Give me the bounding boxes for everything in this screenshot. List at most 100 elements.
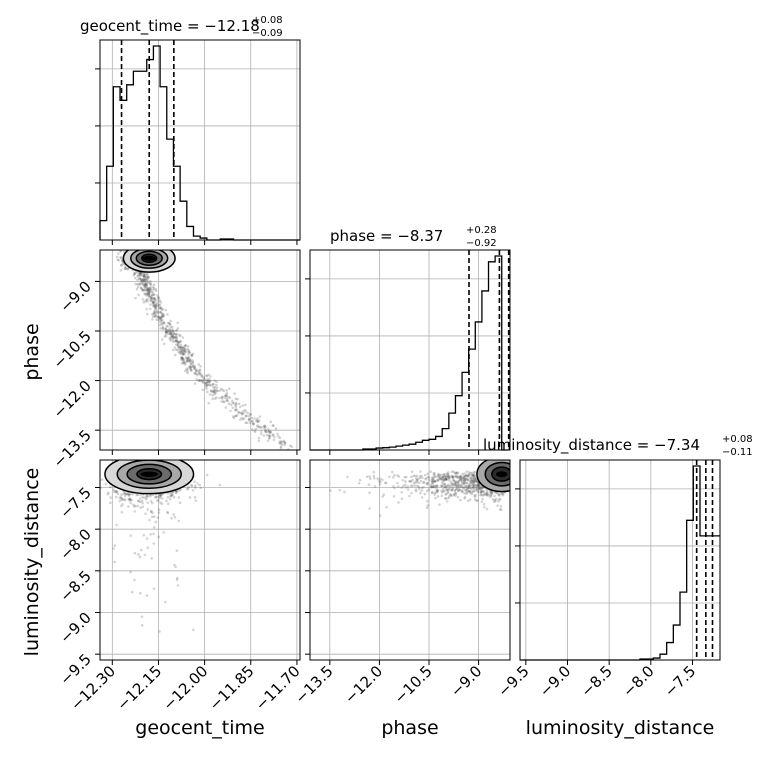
scatter-point <box>171 329 174 332</box>
scatter-point <box>234 405 238 409</box>
scatter-point <box>409 480 413 483</box>
scatter-point <box>129 498 133 502</box>
scatter-point <box>196 482 199 485</box>
scatter-point <box>436 488 440 492</box>
scatter-point <box>118 496 122 500</box>
scatter-point <box>279 442 282 445</box>
scatter-point <box>393 473 396 477</box>
scatter-point <box>178 347 182 351</box>
scatter-point <box>418 475 422 478</box>
scatter-point <box>176 341 180 344</box>
scatter-point <box>136 285 140 289</box>
scatter-point <box>461 477 464 481</box>
scatter-point <box>206 380 209 383</box>
panel-luminosity_distance-vs-geocent_time: −12.30−12.15−12.00−11.85−11.70−9.5−9.0−8… <box>56 459 304 714</box>
scatter-point <box>474 489 477 493</box>
scatter-point <box>100 478 104 481</box>
panel-luminosity_distance-vs-phase: −13.5 −12.0 −10.5 −9.0 <box>291 459 511 707</box>
scatter-point <box>390 470 394 474</box>
scatter-point <box>119 250 123 253</box>
scatter-point <box>448 484 451 488</box>
scatter-point <box>144 282 148 286</box>
scatter-point <box>149 279 152 283</box>
scatter-point <box>392 494 396 498</box>
scatter-point <box>454 492 458 495</box>
scatter-point <box>143 282 147 286</box>
scatter-point <box>197 379 201 383</box>
scatter-point <box>426 499 429 503</box>
scatter-point <box>138 283 142 286</box>
scatter-point <box>253 417 256 420</box>
scatter-point <box>127 492 131 496</box>
scatter-point <box>194 369 198 373</box>
scatter-point <box>145 283 149 286</box>
scatter-point <box>154 289 158 293</box>
scatter-point <box>148 307 152 311</box>
scatter-point <box>144 288 147 292</box>
scatter-point <box>433 479 437 483</box>
scatter-point <box>455 471 458 475</box>
scatter-point <box>200 378 204 382</box>
scatter-point <box>164 327 167 330</box>
scatter-point <box>452 493 456 497</box>
scatter-point <box>467 472 471 476</box>
scatter-point <box>168 322 172 326</box>
title-geocent_time-plus: +0.08 <box>252 15 283 26</box>
scatter-point <box>187 350 191 354</box>
scatter-point <box>152 311 156 315</box>
scatter-point <box>191 361 195 364</box>
scatter-point <box>408 494 411 498</box>
scatter-point <box>464 485 468 489</box>
scatter-point <box>162 342 166 346</box>
scatter-point <box>145 537 149 540</box>
scatter-point <box>501 492 505 496</box>
scatter-point <box>137 273 141 276</box>
scatter-point <box>438 503 441 506</box>
scatter-point <box>185 367 188 371</box>
scatter-point <box>462 480 466 484</box>
scatter-point <box>436 474 440 478</box>
scatter-point <box>205 380 209 383</box>
scatter-point <box>444 478 448 481</box>
scatter-point <box>468 489 471 493</box>
y-tick-label: −13.5 <box>50 426 95 471</box>
scatter-point <box>145 276 148 279</box>
scatter-point <box>160 323 164 326</box>
scatter-point <box>129 501 132 505</box>
scatter-point <box>436 478 439 481</box>
scatter-point <box>462 476 466 479</box>
scatter-point <box>176 327 180 330</box>
scatter-point <box>130 590 134 594</box>
scatter-point <box>454 475 458 478</box>
scatter-point <box>467 489 471 493</box>
scatter-point <box>252 422 255 426</box>
scatter-point <box>218 483 222 487</box>
scatter-point <box>169 330 172 333</box>
scatter-point <box>462 482 466 485</box>
title-geocent_time: geocent_time = −12.18 <box>80 17 260 36</box>
scatter-point <box>179 345 183 349</box>
scatter-point <box>173 332 177 336</box>
scatter-point <box>121 502 124 506</box>
scatter-point <box>411 478 414 482</box>
scatter-point <box>381 495 384 498</box>
scatter-point <box>439 478 443 481</box>
scatter-point <box>146 288 149 291</box>
scatter-point <box>136 282 139 286</box>
scatter-point <box>115 523 118 527</box>
scatter-point <box>164 308 168 312</box>
scatter-point <box>122 498 126 501</box>
scatter-point <box>477 484 480 487</box>
scatter-point <box>180 356 184 360</box>
scatter-point <box>416 478 420 481</box>
scatter-point <box>140 272 143 276</box>
scatter-point <box>164 330 168 333</box>
scatter-point <box>446 490 450 494</box>
scatter-point <box>272 438 276 442</box>
scatter-point <box>119 269 123 272</box>
scatter-point <box>154 305 157 309</box>
scatter-point <box>472 479 475 483</box>
scatter-point <box>112 490 116 494</box>
scatter-point <box>481 490 484 493</box>
scatter-point <box>154 298 157 302</box>
